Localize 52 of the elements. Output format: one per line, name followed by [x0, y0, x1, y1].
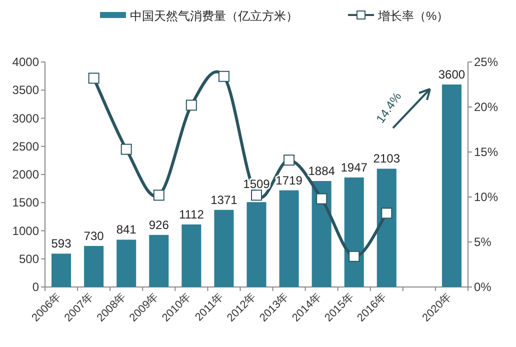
y-tick-label: 2500 [12, 139, 40, 154]
y-tick-label: 2000 [12, 168, 40, 182]
y-tick-label: 1500 [12, 196, 40, 210]
data-label: 2103 [373, 152, 400, 166]
data-label: 593 [51, 236, 72, 251]
point [251, 190, 262, 201]
data-label: 1884 [308, 164, 336, 178]
bar [279, 190, 299, 287]
data-label: 730 [84, 228, 104, 243]
legend-增长率（%）: 增长率（%） [348, 9, 449, 23]
point [88, 72, 100, 84]
bar [376, 168, 396, 287]
bar [182, 224, 202, 287]
y2-tick-label: 5% [474, 235, 492, 249]
y-tick-label: 0 [32, 280, 40, 294]
legend-中国天然气消费量（亿立方米）: 中国天然气消费量（亿立方米） [100, 9, 298, 23]
point [218, 70, 230, 82]
point [186, 100, 197, 111]
bar [52, 254, 72, 287]
point [316, 193, 328, 204]
y2-tick-label: 15% [474, 145, 498, 159]
y-tick-label: 3500 [12, 83, 40, 98]
data-label: 1112 [178, 207, 204, 222]
bar [442, 84, 462, 287]
point [348, 250, 360, 262]
y2-tick-label: 0% [474, 280, 492, 294]
legend-label: 中国天然气消费量（亿立方米） [130, 9, 298, 23]
point [120, 144, 132, 155]
bar [344, 177, 364, 287]
bar [84, 246, 104, 287]
legend-label: 增长率（%） [377, 9, 449, 23]
data-label: 841 [116, 222, 137, 237]
data-label: 1719 [276, 173, 303, 188]
bar [312, 181, 332, 287]
y2-tick-label: 10% [474, 190, 498, 204]
data-label: 1371 [210, 192, 238, 207]
y-tick-label: 1000 [12, 224, 40, 238]
bar [246, 202, 266, 287]
point [153, 190, 164, 201]
y-tick-label: 4000 [12, 55, 40, 69]
data-label: 3600 [438, 68, 466, 82]
y-tick-label: 3000 [12, 111, 40, 126]
data-label: 1947 [340, 160, 368, 174]
bar [214, 210, 234, 287]
y2-tick-label: 25% [474, 55, 498, 69]
bar [149, 234, 169, 287]
point [381, 208, 392, 219]
data-label: 926 [148, 218, 170, 232]
y-tick-label: 500 [18, 252, 40, 266]
bar [116, 240, 136, 287]
point [284, 154, 295, 166]
y2-tick-label: 20% [474, 100, 498, 114]
